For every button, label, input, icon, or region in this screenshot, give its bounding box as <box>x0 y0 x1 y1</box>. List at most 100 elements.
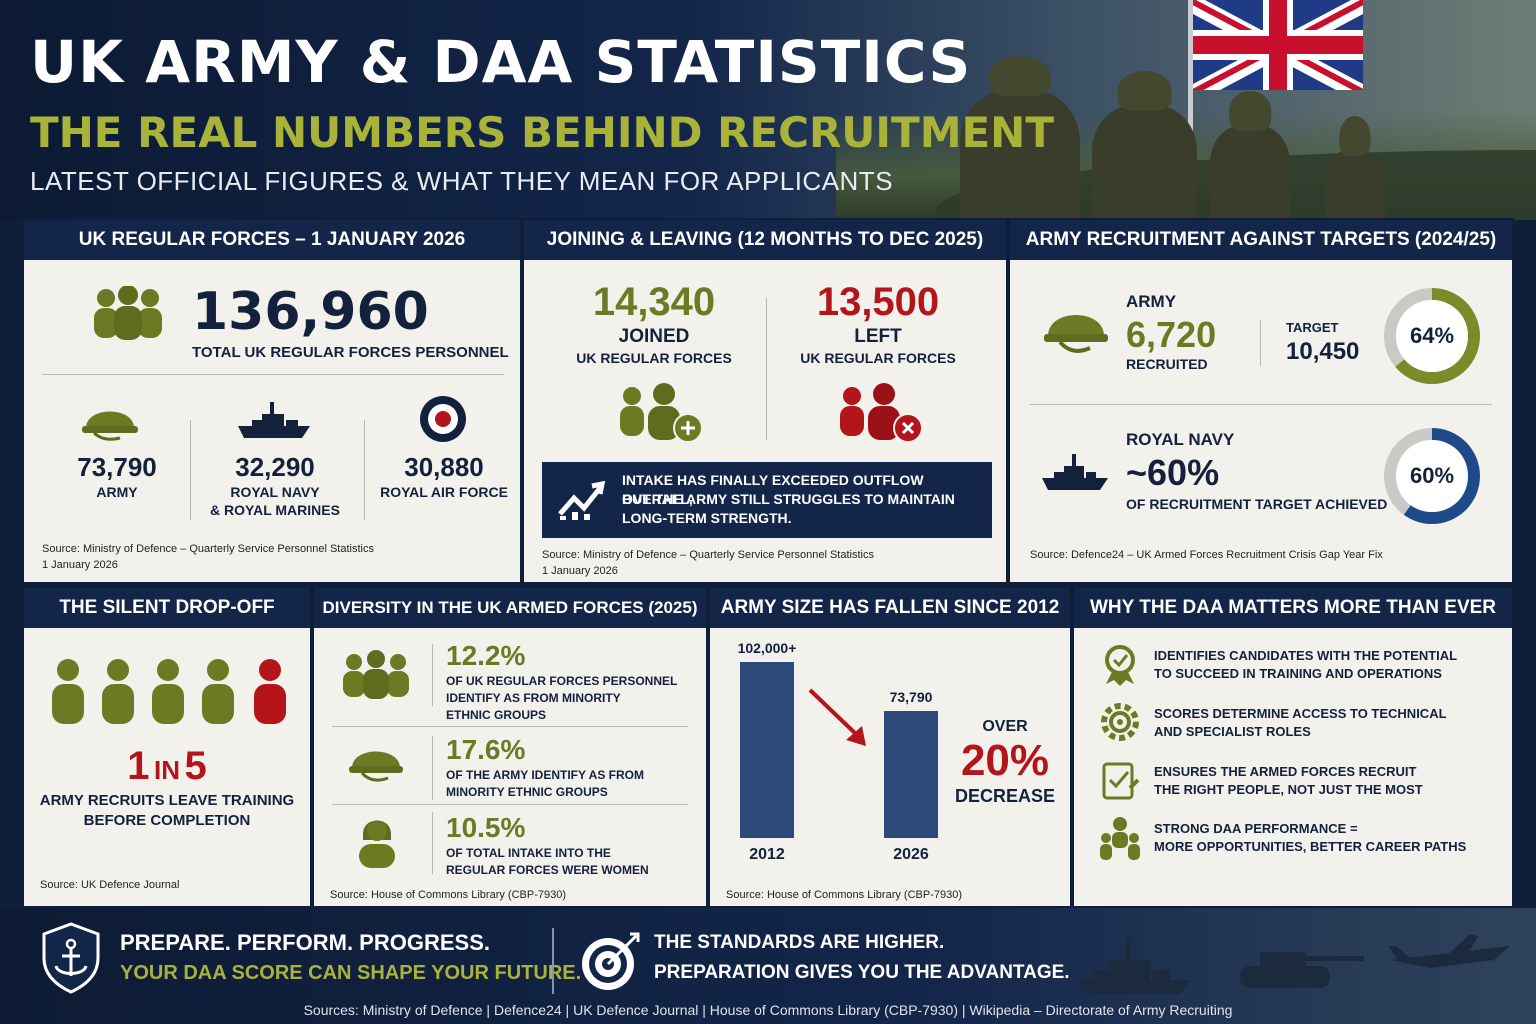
left-value: 13,500 <box>816 280 940 324</box>
people-add-icon <box>620 383 703 443</box>
union-flag-icon <box>1193 0 1363 90</box>
diversity-panel: DIVERSITY IN THE UK ARMED FORCES (2025) … <box>312 586 708 908</box>
raf-roundel-icon <box>420 396 466 442</box>
bar-2012 <box>740 661 794 838</box>
joined-label: JOINED <box>618 326 690 347</box>
total-personnel-value: 136,960 <box>192 282 429 342</box>
category-label-2012: 2012 <box>749 846 785 863</box>
ratio-number-a: 1 <box>127 744 150 788</box>
dropoff-text-2: BEFORE COMPLETION <box>83 812 251 829</box>
target-value: 10,450 <box>1286 338 1360 365</box>
total-personnel-label: TOTAL UK REGULAR FORCES PERSONNEL <box>192 344 509 361</box>
diversity-text-2a: OF THE ARMY IDENTIFY AS FROM <box>446 768 645 782</box>
source-note-date: 1 January 2026 <box>42 559 118 571</box>
navy-label: ROYAL NAVY <box>230 484 320 500</box>
medal-icon <box>1105 645 1135 686</box>
intake-note-line1: INTAKE HAS FINALLY EXCEEDED OUTFLOW OVER… <box>622 472 924 507</box>
gear-icon <box>1101 703 1139 741</box>
daa-panel: WHY THE DAA MATTERS MORE THAN EVER IDENT… <box>1072 586 1514 908</box>
bar-value-label-2026: 73,790 <box>889 688 933 705</box>
soldier-silhouette <box>1325 150 1385 220</box>
page-subtitle: THE REAL NUMBERS BEHIND RECRUITMENT <box>30 108 1054 157</box>
divider <box>1260 320 1261 366</box>
footer-line2: YOUR DAA SCORE CAN SHAPE YOUR FUTURE. <box>120 962 582 984</box>
navy-value: 32,290 <box>235 452 315 482</box>
army-progress-ring: 64% <box>1384 288 1480 384</box>
dropoff-ratio: 1 IN 5 <box>24 744 310 789</box>
left-label: LEFT <box>854 326 902 347</box>
soldier-silhouette <box>960 90 1080 220</box>
source-note-date: 1 January 2026 <box>542 565 618 577</box>
category-label-2026: 2026 <box>893 846 929 863</box>
military-vehicles-icon <box>1076 934 1510 994</box>
source-note: Source: House of Commons Library (CBP-79… <box>726 889 962 901</box>
footer-banner: PREPARE. PERFORM. PROGRESS. YOUR DAA SCO… <box>0 908 1536 1024</box>
warship-icon <box>238 402 310 438</box>
army-recruited-value: 6,720 <box>1126 314 1217 355</box>
joining-leaving-panel: JOINING & LEAVING (12 MONTHS TO DEC 2025… <box>522 218 1008 584</box>
five-recruits-icon <box>52 659 286 724</box>
army-value: 73,790 <box>77 452 157 482</box>
daa-item-4-line2: MORE OPPORTUNITIES, BETTER CAREER PATHS <box>1154 839 1467 854</box>
divider <box>42 374 504 375</box>
panel-heading: JOINING & LEAVING (12 MONTHS TO DEC 2025… <box>524 220 1006 260</box>
navy-label: ROYAL NAVY <box>1126 430 1235 449</box>
targets-panel: ARMY RECRUITMENT AGAINST TARGETS (2024/2… <box>1008 218 1514 584</box>
trend-up-icon <box>558 480 606 520</box>
diversity-text-1b: IDENTIFY AS FROM MINORITY <box>446 691 621 705</box>
group-people-icon <box>343 650 409 699</box>
navy-progress-ring: 60% <box>1384 428 1480 524</box>
source-note: Source: UK Defence Journal <box>40 879 180 891</box>
divider <box>432 812 433 874</box>
daa-item-1-line2: TO SUCCEED IN TRAINING AND OPERATIONS <box>1154 666 1442 681</box>
army-recruited-label: RECRUITED <box>1126 356 1208 372</box>
daa-item-1-line1: IDENTIFIES CANDIDATES WITH THE POTENTIAL <box>1154 648 1458 663</box>
daa-item-4-line1: STRONG DAA PERFORMANCE = <box>1154 821 1358 836</box>
source-note: Source: Defence24 – UK Armed Forces Recr… <box>1030 549 1383 561</box>
divider <box>766 298 767 440</box>
panel-heading: ARMY SIZE HAS FALLEN SINCE 2012 <box>710 588 1070 628</box>
footer-line3: THE STANDARDS ARE HIGHER. <box>654 932 945 953</box>
daa-item-3-line1: ENSURES THE ARMED FORCES RECRUIT <box>1154 764 1417 779</box>
daa-item-2-line1: SCORES DETERMINE ACCESS TO TECHNICAL <box>1154 706 1447 721</box>
divider <box>190 420 191 520</box>
intake-note-line2: BUT THE ARMY STILL STRUGGLES TO MAINTAIN <box>622 491 955 507</box>
decrease-over: OVER <box>982 718 1028 735</box>
divider <box>432 736 433 800</box>
group-people-icon <box>94 286 162 340</box>
diversity-value-2: 17.6% <box>446 734 526 765</box>
team-icon <box>1100 817 1140 860</box>
helmet-icon <box>349 751 403 782</box>
army-label: ARMY <box>96 484 138 500</box>
ratio-number-b: 5 <box>184 744 207 788</box>
soldier-silhouette <box>1210 125 1290 220</box>
raf-value: 30,880 <box>404 452 484 482</box>
dropoff-panel: THE SILENT DROP-OFF 1 IN 5 ARMY RECRUITS… <box>22 586 312 908</box>
army-label: ARMY <box>1126 292 1177 311</box>
footer-sources: Sources: Ministry of Defence | Defence24… <box>303 1002 1233 1018</box>
decrease-label: DECREASE <box>954 786 1056 806</box>
soldier-silhouette <box>1092 105 1197 220</box>
left-sub: UK REGULAR FORCES <box>800 350 956 366</box>
joined-value: 14,340 <box>592 280 716 324</box>
navy-label-2: & ROYAL MARINES <box>210 502 340 518</box>
target-label: TARGET <box>1286 320 1339 335</box>
diversity-text-1a: OF UK REGULAR FORCES PERSONNEL <box>446 674 678 688</box>
footer-line4: PREPARATION GIVES YOU THE ADVANTAGE. <box>654 962 1070 983</box>
army-size-chart: 102,000+ 73,790 2012 2026 <box>710 588 1070 906</box>
bar-value-label-2012: 102,000+ <box>737 639 797 656</box>
diversity-text-2b: MINORITY ETHNIC GROUPS <box>446 785 608 799</box>
diversity-text-3b: REGULAR FORCES WERE WOMEN <box>446 863 649 877</box>
diversity-text-3a: OF TOTAL INTAKE INTO THE <box>446 846 611 860</box>
bar-2026 <box>884 710 938 838</box>
joined-sub: UK REGULAR FORCES <box>576 350 732 366</box>
page-title: UK ARMY & DAA STATISTICS <box>30 28 972 96</box>
helmet-icon <box>1044 315 1108 353</box>
navy-progress-value: 60% <box>1396 440 1468 512</box>
source-note: Source: House of Commons Library (CBP-79… <box>330 889 566 901</box>
people-remove-icon <box>840 383 923 443</box>
ratio-in: IN <box>154 755 180 785</box>
footer-line1: PREPARE. PERFORM. PROGRESS. <box>120 930 490 955</box>
panel-heading: ARMY RECRUITMENT AGAINST TARGETS (2024/2… <box>1010 220 1512 260</box>
diversity-value-3: 10.5% <box>446 812 526 843</box>
